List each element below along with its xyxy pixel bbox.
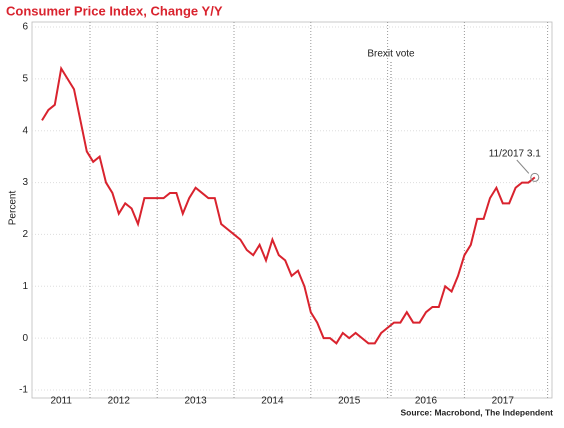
annotation: Brexit vote xyxy=(367,49,415,60)
annotation: 11/2017 3.1 xyxy=(489,149,542,160)
annotation-leader xyxy=(516,159,530,174)
source: Source: Macrobond, The Independent xyxy=(400,407,553,417)
y-tick-label: 2 xyxy=(22,229,28,240)
x-tick-label: 2012 xyxy=(108,396,131,407)
y-tick-label: 0 xyxy=(22,333,28,344)
y-tick-label: 6 xyxy=(22,22,28,33)
y-tick-label: 5 xyxy=(22,73,28,84)
data-line xyxy=(41,65,536,345)
x-tick-label: 2014 xyxy=(261,396,284,407)
y-tick-label: -1 xyxy=(19,385,28,396)
y-axis-label: Percent xyxy=(8,191,19,226)
y-tick-label: 4 xyxy=(22,125,28,136)
x-tick-label: 2015 xyxy=(338,396,361,407)
plot-frame xyxy=(31,21,553,399)
y-tick-label: 1 xyxy=(22,281,28,292)
x-tick-label: 2013 xyxy=(184,396,207,407)
y-tick-label: 3 xyxy=(22,177,28,188)
x-tick-label: 2011 xyxy=(50,396,72,407)
x-tick-label: 2017 xyxy=(492,396,515,407)
x-tick-label: 2016 xyxy=(415,396,438,407)
last-point-marker xyxy=(530,172,540,182)
chart-title: Consumer Price Index, Change Y/Y xyxy=(6,3,223,18)
